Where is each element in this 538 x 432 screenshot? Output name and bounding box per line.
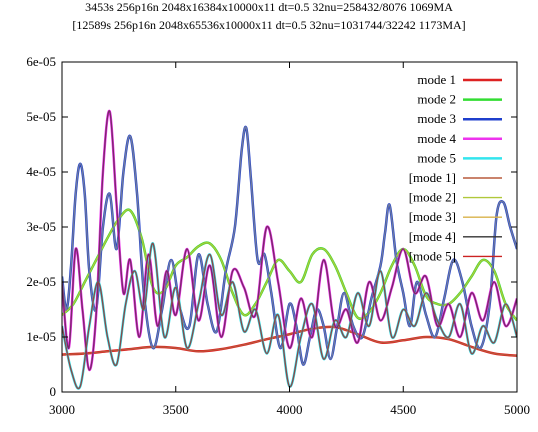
legend-label: mode 2 <box>417 92 456 107</box>
y-tick-label: 1e-05 <box>26 329 56 344</box>
x-tick-label: 3000 <box>49 402 75 417</box>
x-tick-label: 3500 <box>163 402 189 417</box>
x-tick-label: 5000 <box>504 402 530 417</box>
series-line-9 <box>62 110 517 371</box>
chart-title: 3453s 256p16n 2048x16384x10000x11 dt=0.5… <box>72 0 465 32</box>
plot-series <box>62 109 517 390</box>
legend-label: mode 5 <box>417 150 456 165</box>
y-tick-label: 2e-05 <box>26 274 56 289</box>
chart-title-line-1: 3453s 256p16n 2048x16384x10000x11 dt=0.5… <box>85 0 453 14</box>
y-tick-label: 4e-05 <box>26 164 56 179</box>
legend-label: mode 4 <box>417 131 456 146</box>
series-line-10 <box>62 242 517 390</box>
x-tick-label: 4000 <box>277 402 303 417</box>
chart-title-line-2: [12589s 256p16n 2048x65536x10000x11 dt=0… <box>72 18 465 32</box>
x-axis: 3000 3500 4000 4500 5000 <box>49 62 530 417</box>
y-tick-label: 3e-05 <box>26 219 56 234</box>
y-tick-label: 6e-05 <box>26 54 56 69</box>
legend: mode 1 mode 2 mode 3 mode 4 mode 5 [mode 1] [m… <box>409 72 502 263</box>
x-tick-label: 4500 <box>390 402 416 417</box>
series-line-7 <box>62 209 517 321</box>
series-line-8 <box>62 126 517 366</box>
legend-label: [mode 2] <box>409 190 456 205</box>
series-line-6 <box>62 326 517 357</box>
y-tick-label: 0 <box>50 384 57 399</box>
legend-label: [mode 4] <box>409 229 456 244</box>
legend-label: mode 3 <box>417 111 456 126</box>
series-line-1 <box>62 325 517 357</box>
legend-label: [mode 1] <box>409 170 456 185</box>
y-axis: 0 1e-05 2e-05 3e-05 4e-05 5e-05 6e-05 <box>26 54 517 399</box>
legend-label: [mode 5] <box>409 248 456 263</box>
legend-label: mode 1 <box>417 72 456 87</box>
y-tick-label: 5e-05 <box>26 109 56 124</box>
legend-label: [mode 3] <box>409 209 456 224</box>
